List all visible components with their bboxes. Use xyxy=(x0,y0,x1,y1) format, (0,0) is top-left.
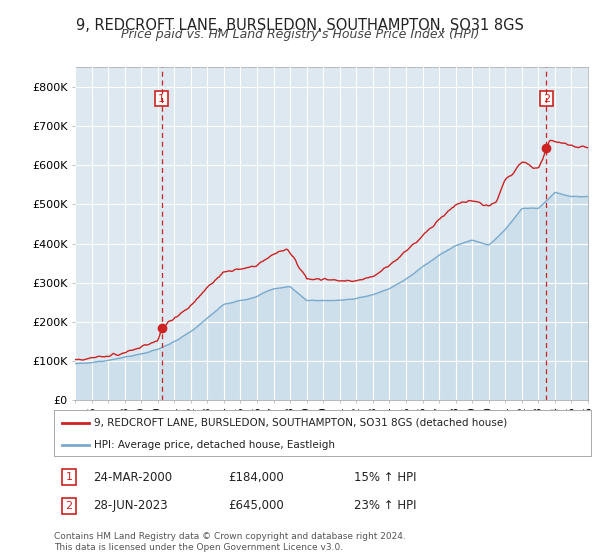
Text: HPI: Average price, detached house, Eastleigh: HPI: Average price, detached house, East… xyxy=(94,440,335,450)
Text: 2: 2 xyxy=(543,94,550,104)
Text: 1: 1 xyxy=(65,472,73,482)
Text: 15% ↑ HPI: 15% ↑ HPI xyxy=(354,470,416,484)
Text: 9, REDCROFT LANE, BURSLEDON, SOUTHAMPTON, SO31 8GS (detached house): 9, REDCROFT LANE, BURSLEDON, SOUTHAMPTON… xyxy=(94,418,508,428)
Text: 23% ↑ HPI: 23% ↑ HPI xyxy=(354,499,416,512)
Text: 24-MAR-2000: 24-MAR-2000 xyxy=(93,470,172,484)
Text: £645,000: £645,000 xyxy=(228,499,284,512)
Text: Price paid vs. HM Land Registry's House Price Index (HPI): Price paid vs. HM Land Registry's House … xyxy=(121,28,479,41)
Text: 28-JUN-2023: 28-JUN-2023 xyxy=(93,499,167,512)
Text: 1: 1 xyxy=(158,94,165,104)
Text: Contains HM Land Registry data © Crown copyright and database right 2024.
This d: Contains HM Land Registry data © Crown c… xyxy=(54,533,406,552)
Text: 2: 2 xyxy=(65,501,73,511)
Text: £184,000: £184,000 xyxy=(228,470,284,484)
Text: 9, REDCROFT LANE, BURSLEDON, SOUTHAMPTON, SO31 8GS: 9, REDCROFT LANE, BURSLEDON, SOUTHAMPTON… xyxy=(76,18,524,34)
